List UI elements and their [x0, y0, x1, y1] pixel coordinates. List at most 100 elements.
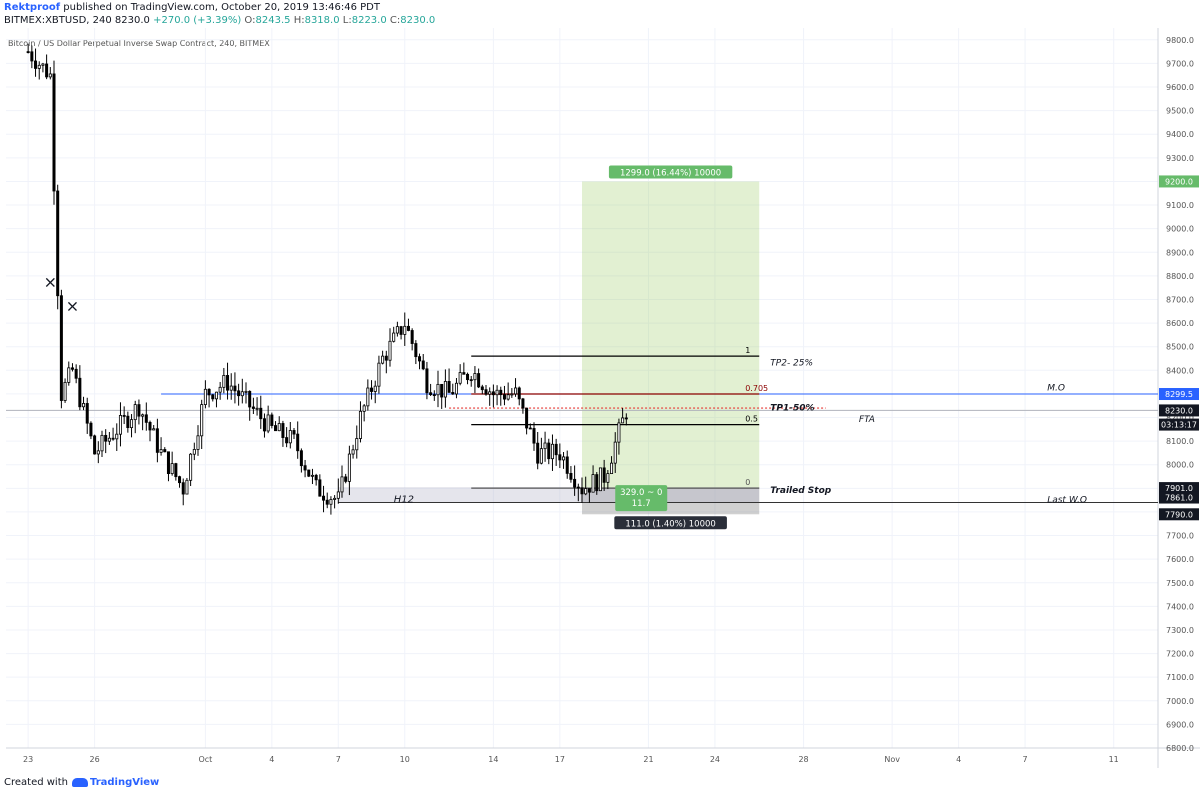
candle-body[interactable]	[377, 362, 381, 387]
candle-body[interactable]	[133, 404, 137, 421]
candle-body[interactable]	[93, 435, 97, 455]
candle-body[interactable]	[624, 417, 628, 420]
candle-body[interactable]	[454, 382, 458, 395]
candle-body[interactable]	[130, 419, 134, 429]
candle-body[interactable]	[406, 325, 410, 331]
candle-body[interactable]	[82, 403, 86, 408]
candle-body[interactable]	[432, 394, 436, 397]
candle-body[interactable]	[554, 443, 558, 456]
candle-body[interactable]	[491, 391, 495, 396]
candle-body[interactable]	[166, 451, 170, 475]
candle-body[interactable]	[458, 372, 462, 384]
candle-body[interactable]	[89, 422, 93, 437]
candle-body[interactable]	[344, 476, 348, 482]
candle-body[interactable]	[34, 60, 38, 69]
candle-body[interactable]	[340, 476, 344, 493]
candle-body[interactable]	[159, 449, 163, 453]
candle-body[interactable]	[595, 474, 599, 492]
candle-body[interactable]	[429, 392, 433, 396]
candle-body[interactable]	[41, 63, 45, 66]
candle-body[interactable]	[266, 414, 270, 432]
candle-body[interactable]	[211, 394, 215, 400]
candle-body[interactable]	[532, 428, 536, 444]
candle-body[interactable]	[310, 474, 314, 477]
candle-body[interactable]	[528, 427, 532, 430]
candle-body[interactable]	[466, 373, 470, 381]
candle-body[interactable]	[558, 454, 562, 461]
candle-body[interactable]	[318, 479, 322, 497]
candle-body[interactable]	[155, 428, 159, 453]
candle-body[interactable]	[274, 425, 278, 432]
candle-body[interactable]	[525, 407, 529, 429]
candle-body[interactable]	[163, 449, 167, 453]
candle-body[interactable]	[255, 407, 259, 410]
candle-body[interactable]	[477, 373, 481, 388]
candle-body[interactable]	[26, 51, 30, 54]
candle-body[interactable]	[469, 379, 473, 382]
candle-body[interactable]	[203, 388, 207, 405]
candle-body[interactable]	[381, 355, 385, 364]
candle-body[interactable]	[384, 355, 388, 361]
candle-body[interactable]	[299, 450, 303, 467]
candle-body[interactable]	[584, 488, 588, 495]
candle-body[interactable]	[499, 389, 503, 396]
candle-body[interactable]	[606, 473, 610, 483]
candle-body[interactable]	[48, 73, 52, 78]
candle-body[interactable]	[506, 394, 510, 400]
candle-body[interactable]	[598, 467, 602, 492]
candle-body[interactable]	[148, 421, 152, 431]
candle-body[interactable]	[388, 340, 392, 361]
candle-body[interactable]	[403, 325, 407, 335]
candle-body[interactable]	[185, 479, 189, 495]
candle-body[interactable]	[550, 443, 554, 460]
candle-body[interactable]	[248, 390, 252, 408]
candle-body[interactable]	[226, 375, 230, 391]
candle-body[interactable]	[569, 472, 573, 480]
candle-body[interactable]	[281, 423, 285, 438]
candle-body[interactable]	[488, 391, 492, 395]
candle-body[interactable]	[366, 387, 370, 407]
candle-body[interactable]	[170, 463, 174, 475]
candle-body[interactable]	[30, 51, 34, 62]
author-link[interactable]: Rektproof	[4, 2, 61, 13]
candle-body[interactable]	[613, 441, 617, 464]
candle-body[interactable]	[547, 442, 551, 460]
candle-body[interactable]	[70, 367, 74, 370]
candle-body[interactable]	[107, 437, 111, 442]
candle-body[interactable]	[222, 375, 226, 388]
candle-body[interactable]	[141, 414, 145, 417]
candle-body[interactable]	[85, 403, 89, 424]
candle-body[interactable]	[244, 390, 248, 393]
candle-body[interactable]	[100, 434, 104, 452]
candle-body[interactable]	[192, 449, 196, 455]
candle-body[interactable]	[240, 391, 244, 397]
candle-body[interactable]	[418, 356, 422, 362]
candle-body[interactable]	[37, 64, 41, 69]
candle-body[interactable]	[521, 398, 525, 409]
candle-body[interactable]	[610, 462, 614, 475]
candle-body[interactable]	[576, 486, 580, 489]
candle-body[interactable]	[122, 415, 126, 417]
candle-body[interactable]	[144, 414, 148, 423]
candle-body[interactable]	[200, 404, 204, 437]
candle-body[interactable]	[126, 415, 130, 429]
candle-body[interactable]	[573, 478, 577, 488]
candle-body[interactable]	[189, 453, 193, 481]
candle-body[interactable]	[495, 389, 499, 396]
candle-body[interactable]	[333, 497, 337, 500]
long-position-stop-zone[interactable]	[582, 488, 760, 515]
candle-body[interactable]	[362, 405, 366, 412]
candle-body[interactable]	[436, 383, 440, 396]
candle-body[interactable]	[447, 381, 451, 393]
candle-body[interactable]	[336, 491, 340, 499]
candle-body[interactable]	[347, 453, 351, 482]
candle-body[interactable]	[63, 381, 67, 401]
candle-body[interactable]	[322, 495, 326, 501]
candle-body[interactable]	[314, 474, 318, 481]
candle-body[interactable]	[325, 499, 329, 505]
candle-body[interactable]	[536, 442, 540, 464]
candle-body[interactable]	[517, 387, 521, 400]
candle-body[interactable]	[351, 449, 355, 455]
candle-body[interactable]	[303, 465, 307, 471]
